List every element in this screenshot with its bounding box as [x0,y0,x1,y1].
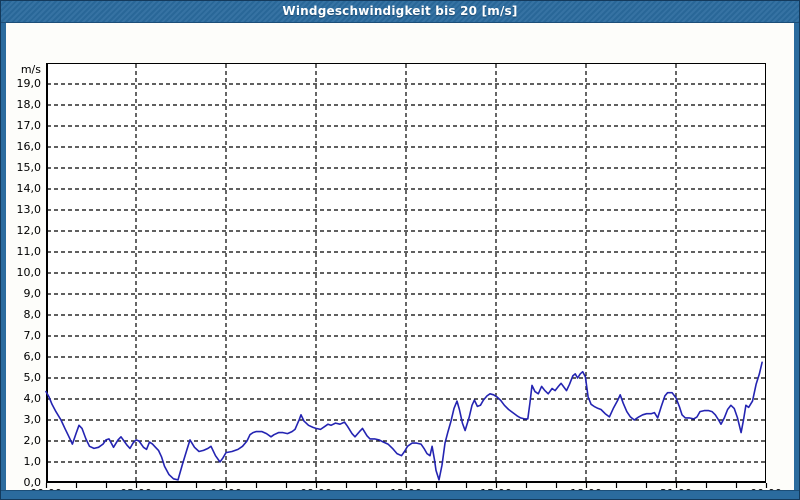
y-tick-label: 12,0 [16,224,42,237]
y-tick-label: 1,0 [23,455,42,468]
y-tick-label: 8,0 [23,308,42,321]
frame-right-edge [794,23,799,491]
y-tick-label: 7,0 [23,329,42,342]
wind-speed-plot [45,63,768,488]
y-tick-label: 11,0 [16,245,42,258]
y-tick-label: 14,0 [16,182,42,195]
y-tick-label: 9,0 [23,287,42,300]
y-tick-label: 0,0 [23,476,42,489]
y-tick-label: 16,0 [16,140,42,153]
y-tick-label: 13,0 [16,203,42,216]
y-tick-label: 18,0 [16,98,42,111]
y-tick-label: 4,0 [23,392,42,405]
wind-speed-line [45,361,763,481]
y-tick-label: 5,0 [23,371,42,384]
y-tick-label: 17,0 [16,119,42,132]
y-tick-label: 2,0 [23,434,42,447]
y-tick-label: 6,0 [23,350,42,363]
chart-content-area: m/s 19,0 18,0 17,0 16,0 15,0 14,0 13,0 12,0 11,0… [6,23,794,499]
frame-bottom-bar [1,490,799,499]
y-tick-label: 3,0 [23,413,42,426]
chart-title-bar: Windgeschwindigkeit bis 20 [m/s] [1,1,799,23]
chart-title: Windgeschwindigkeit bis 20 [m/s] [282,4,518,18]
y-tick-label: 10,0 [16,266,42,279]
y-tick-label: 15,0 [16,161,42,174]
frame-left-edge [1,23,6,491]
y-tick-label: 19,0 [16,77,42,90]
y-axis-unit-label: m/s [20,63,41,76]
